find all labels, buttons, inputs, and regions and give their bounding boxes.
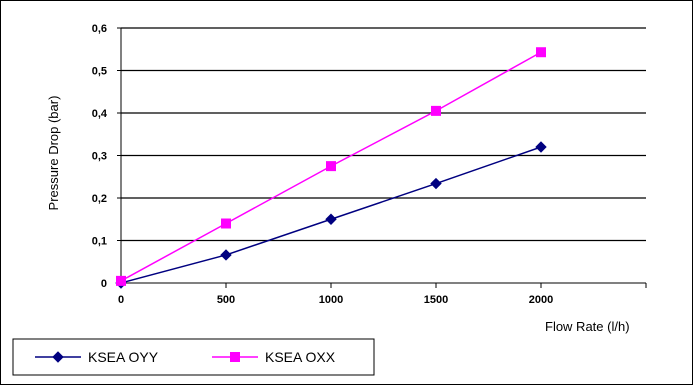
legend-entry: KSEA OXX [212,349,336,365]
axes [117,27,647,288]
x-tick-labels: 0 500 1000 1500 2000 [118,294,553,306]
y-tick-label: 0,3 [92,151,107,163]
y-tick-labels: 0 0,1 0,2 0,3 0,4 0,5 0,6 [92,23,108,290]
x-axis-label: Flow Rate (l/h) [545,319,630,334]
y-tick-label: 0,4 [92,108,108,120]
legend-label: KSEA OXX [265,349,336,365]
y-tick-label: 0,1 [92,236,107,248]
x-tick-label: 500 [217,294,235,306]
x-tick-label: 1000 [319,294,343,306]
data-point-square [431,105,441,116]
series-1 [116,47,546,286]
y-tick-label: 0,6 [92,23,107,35]
data-point-diamond [430,177,442,190]
x-tick-label: 1500 [424,294,448,306]
data-point-diamond [325,213,337,225]
data-point-square [116,275,126,286]
legend-entry: KSEA OYY [35,349,159,365]
y-tick-label: 0 [101,278,107,290]
data-point-square [230,352,240,362]
legend: KSEA OYY KSEA OXX [12,338,375,376]
y-tick-label: 0,5 [92,66,107,78]
gridlines [121,27,646,242]
x-tick-label: 2000 [529,294,553,306]
data-point-diamond [535,141,547,153]
series [115,47,547,289]
y-tick-label: 0,2 [92,193,107,205]
data-point-square [536,47,546,58]
data-point-square [221,218,231,229]
legend-label: KSEA OYY [88,349,159,365]
data-point-square [326,161,336,172]
data-point-diamond [52,351,64,363]
data-point-diamond [220,249,232,261]
y-axis-label: Pressure Drop (bar) [46,96,61,211]
x-tick-label: 0 [118,294,124,306]
